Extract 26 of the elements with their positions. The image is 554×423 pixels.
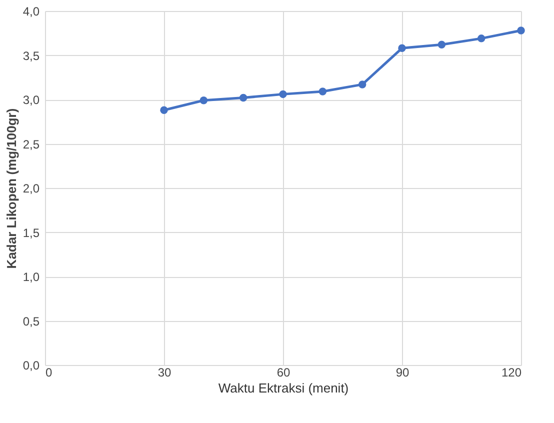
x-tick-label: 90 (396, 366, 410, 380)
x-axis-title: Waktu Ektraksi (menit) (218, 380, 349, 396)
point (438, 40, 446, 48)
point (517, 26, 525, 34)
point (318, 88, 327, 96)
point (279, 90, 287, 98)
x-tick-label: 30 (158, 366, 172, 380)
y-tick-label: 1,5 (22, 226, 40, 240)
point (477, 34, 486, 42)
point (239, 94, 248, 102)
y-tick-label: 0,0 (22, 358, 40, 372)
y-tick-label: 0,5 (22, 314, 40, 328)
point (160, 106, 168, 114)
point (200, 96, 208, 104)
y-tick-label: 2,0 (22, 182, 40, 196)
point (358, 80, 366, 88)
y-tick-label: 1,0 (22, 270, 40, 284)
x-tick-label: 60 (276, 366, 290, 380)
y-tick-label: 2,5 (22, 137, 40, 152)
y-tick-label: 4,0 (22, 4, 40, 18)
x-tick-label: 0 (46, 366, 52, 380)
y-axis-title: Kadar Likopen (mg/100gr) (4, 108, 19, 269)
y-tick-label: 3,0 (22, 93, 40, 107)
x-tick-label: 120 (501, 366, 522, 380)
point (398, 44, 406, 52)
y-tick-label: 3,5 (22, 48, 40, 63)
